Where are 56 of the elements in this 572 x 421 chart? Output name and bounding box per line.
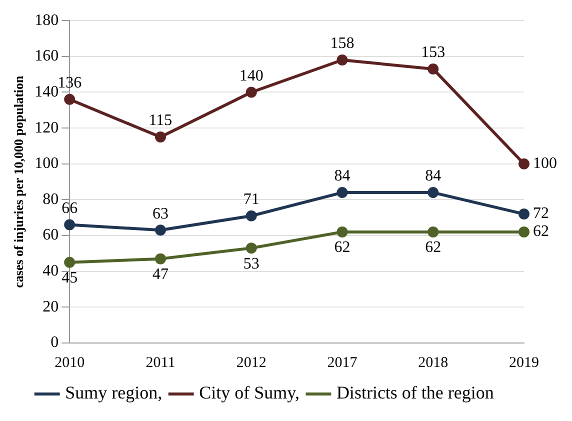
- point: [518, 158, 530, 170]
- point: [336, 226, 348, 238]
- point: [154, 132, 166, 143]
- y-tick-label: 60: [42, 226, 59, 244]
- point: [246, 86, 257, 98]
- point: [64, 94, 76, 105]
- y-tick-label: 20: [42, 298, 59, 316]
- x-tick-label: 2017: [327, 354, 358, 371]
- data-label: 47: [152, 266, 168, 284]
- legend-label: City of Sumy,: [199, 382, 300, 403]
- x-tick-label: 2019: [509, 354, 539, 371]
- data-label: 153: [421, 44, 446, 62]
- data-label: 66: [62, 200, 78, 217]
- y-tick-label: 120: [34, 119, 59, 136]
- y-tick-label: 140: [34, 83, 59, 100]
- data-label: 62: [425, 239, 442, 256]
- data-label: 115: [148, 112, 172, 130]
- data-label: 71: [243, 191, 260, 208]
- legend-label: Sumy region,: [65, 382, 162, 403]
- data-label: 72: [533, 205, 549, 222]
- y-tick-label: 0: [50, 334, 59, 352]
- y-axis-title: cases of injuries per 10,000 population: [11, 74, 26, 288]
- point: [64, 219, 76, 230]
- point: [518, 226, 530, 238]
- y-tick-label: 160: [34, 48, 59, 65]
- legend-label: Districts of the region: [336, 382, 494, 403]
- y-tick-label: 180: [34, 12, 59, 29]
- data-label: 136: [58, 74, 82, 92]
- x-tick-label: 2018: [418, 354, 448, 371]
- data-label: 63: [152, 205, 168, 222]
- data-label: 62: [334, 239, 350, 256]
- y-tick-label: 40: [42, 262, 59, 280]
- point: [428, 226, 439, 238]
- point: [428, 187, 439, 198]
- point: [428, 63, 439, 74]
- point: [518, 208, 530, 220]
- data-label: 45: [62, 270, 78, 287]
- data-label: 100: [533, 155, 557, 172]
- point: [336, 54, 348, 66]
- y-tick-label: 100: [34, 155, 59, 172]
- data-label: 84: [334, 168, 350, 185]
- data-label: 53: [243, 255, 260, 272]
- data-label: 62: [533, 223, 549, 240]
- point: [246, 210, 257, 222]
- point: [154, 253, 166, 264]
- x-tick-label: 2011: [146, 354, 176, 371]
- data-label: 140: [239, 67, 264, 84]
- data-label: 84: [425, 168, 442, 185]
- point: [336, 187, 348, 198]
- x-tick-label: 2010: [54, 354, 85, 371]
- x-tick-label: 2012: [236, 354, 266, 371]
- point: [154, 224, 166, 236]
- y-tick-label: 80: [42, 190, 59, 208]
- point: [246, 242, 257, 254]
- data-label: 158: [330, 35, 354, 52]
- point: [64, 256, 76, 268]
